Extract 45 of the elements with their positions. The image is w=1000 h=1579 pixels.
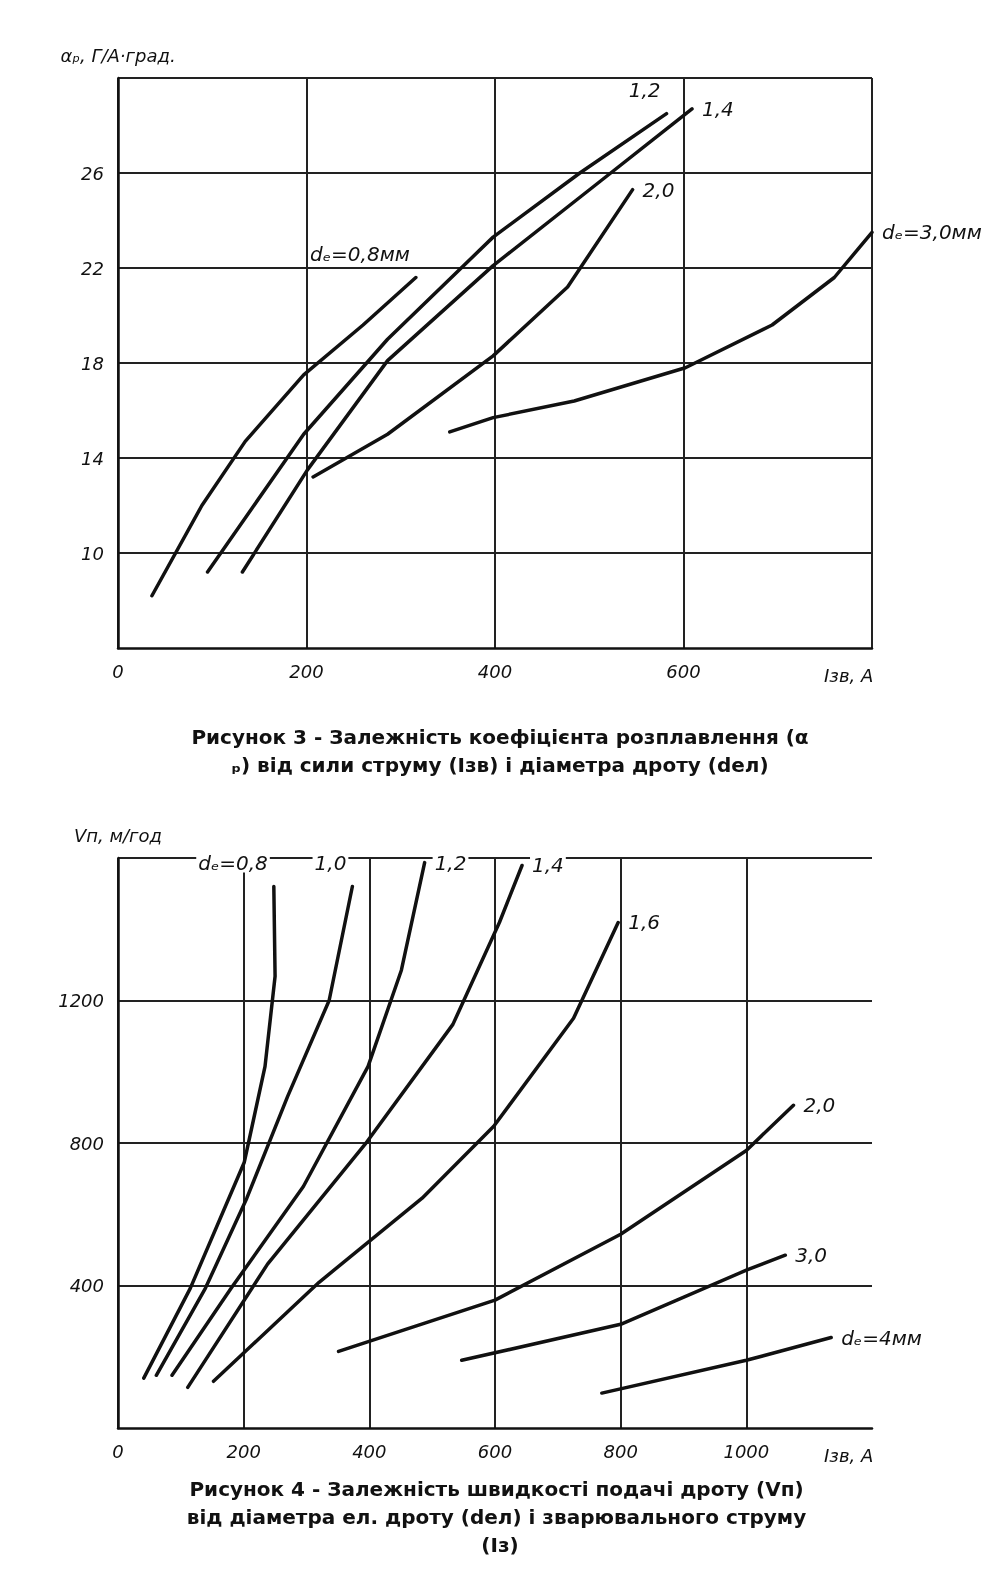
text: Рисунок 4 - Залежність швидкості подачі дроту (Vп) від діаметра ел. дроту (dел) і зварювального струму (Iз) [186, 1477, 814, 1557]
series-label: dₑ=0,8мм [310, 241, 410, 266]
y-tick-label: 800 [69, 1132, 104, 1154]
series-label: 2,0 [642, 177, 675, 202]
y-tick-label: 18 [81, 352, 104, 374]
y-tick-label: 26 [81, 162, 104, 184]
line-series [142, 884, 277, 1380]
x-axis-title: Iзв, А [824, 1444, 874, 1466]
line-series [211, 920, 620, 1384]
series-label: 1,4 [532, 853, 564, 878]
x-tick-label: 200 [289, 660, 324, 682]
series-label: dₑ=0,8 [198, 850, 268, 875]
series-label: 1,4 [701, 96, 734, 121]
series-label: dₑ=3,0мм [882, 220, 982, 245]
series-label: 3,0 [795, 1243, 828, 1268]
series-label: 1,2 [434, 850, 467, 875]
x-tick-label: 200 [226, 1440, 261, 1462]
y-tick-label: 22 [81, 257, 104, 279]
text: Рисунок 3 - Залежність коефіцієнта розплавлення (αₚ) від сили струму (Iзв) і діаметра дроту (dел) [191, 725, 809, 777]
y-tick-label: 1200 [58, 990, 104, 1011]
line-series [448, 230, 874, 434]
line-series [150, 275, 418, 598]
y-tick-label: 10 [81, 542, 104, 564]
x-tick-label: 0 [112, 660, 124, 682]
x-axis-title: Iзв, А [824, 664, 874, 686]
y-axis-title: Vп, м/год [73, 824, 163, 846]
series-label: 2,0 [803, 1093, 836, 1118]
x-tick-label: 600 [666, 660, 701, 682]
line-series [459, 1253, 788, 1363]
x-tick-label: 800 [603, 1440, 638, 1462]
x-tick-label: 1000 [723, 1440, 770, 1462]
x-tick-label: 600 [477, 1440, 513, 1462]
line-series [311, 187, 635, 479]
x-tick-label: 400 [352, 1440, 387, 1462]
y-axis-title: αₚ, Г/А·град. [60, 44, 176, 66]
line-series [154, 884, 355, 1378]
y-tick-label: 14 [81, 447, 104, 469]
line-series [336, 1103, 796, 1354]
series-label: 1,2 [628, 77, 661, 102]
series-label: 1,0 [314, 850, 347, 875]
series-label: 1,6 [628, 910, 660, 935]
x-tick-label: 0 [112, 1440, 124, 1462]
y-tick-label: 400 [69, 1275, 104, 1296]
series-label: dₑ=4мм [841, 1325, 922, 1350]
x-tick-label: 400 [477, 660, 513, 682]
